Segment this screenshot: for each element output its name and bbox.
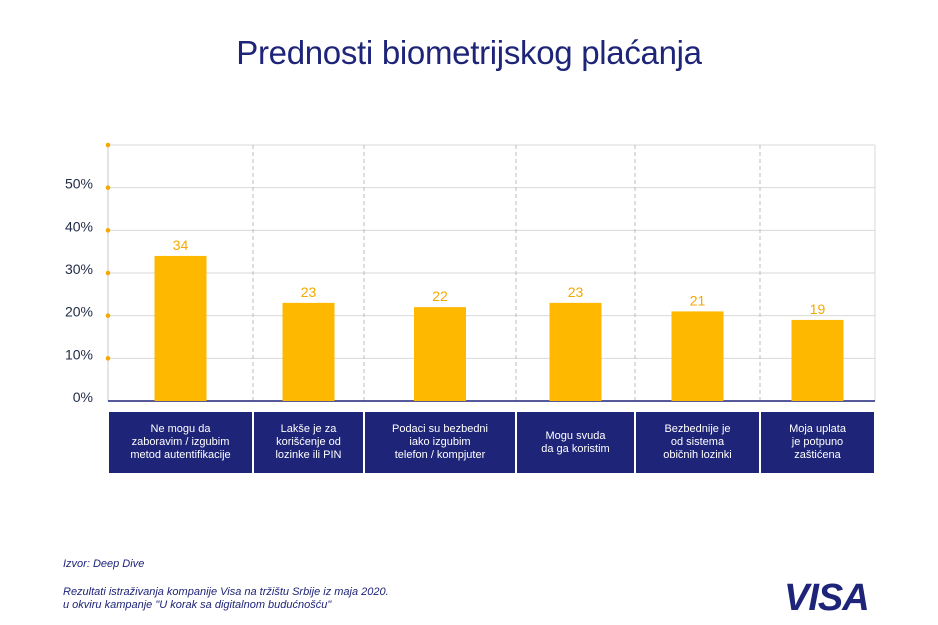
bar-value-label: 34	[173, 237, 189, 253]
category-box: Mogu svuda da ga koristim	[517, 412, 634, 473]
bar-value-label: 22	[432, 288, 448, 304]
chart-title: Prednosti biometrijskog plaćanja	[236, 34, 702, 71]
source-note: Izvor: Deep Dive	[63, 558, 145, 570]
bar-value-label: 23	[568, 284, 584, 300]
category-box: Ne mogu da zaboravim / izgubim metod aut…	[109, 412, 252, 473]
y-axis-dot	[105, 270, 111, 276]
y-axis-dot	[105, 142, 111, 148]
bar-value-label: 23	[301, 284, 317, 300]
category-label: Podaci su bezbedni iako izgubim telefon …	[391, 423, 488, 461]
y-axis-dot	[105, 356, 111, 361]
category-box: Lakše je za korišćenje od lozinke ili PI…	[254, 412, 363, 473]
bar	[414, 307, 466, 401]
category-label: Moja uplata je potpuno zaštićena	[789, 423, 846, 461]
category-box: Podaci su bezbedni iako izgubim telefon …	[365, 412, 515, 473]
y-tick-label: 50%	[65, 176, 93, 192]
bar	[154, 255, 207, 401]
category-label: Bezbednije je od sistema običnih lozinki	[663, 423, 732, 461]
y-tick-label: 40%	[65, 218, 93, 234]
y-axis-dot	[105, 228, 111, 233]
y-axis-dot	[105, 313, 111, 318]
y-tick-label: 20%	[65, 304, 93, 320]
y-tick-label: 30%	[65, 261, 93, 277]
category-label: Mogu svuda da ga koristim	[541, 429, 610, 455]
y-axis-dot	[105, 185, 111, 190]
bar	[671, 311, 724, 401]
y-tick-label: 0%	[73, 389, 93, 405]
survey-note: Rezultati istraživanja kompanije Visa na…	[63, 586, 389, 611]
category-label: Lakše je za korišćenje od lozinke ili PI…	[275, 423, 342, 461]
category-label: Ne mogu da zaboravim / izgubim metod aut…	[130, 423, 231, 461]
bar-value-label: 21	[690, 292, 706, 308]
category-box: Bezbednije je od sistema običnih lozinki	[636, 412, 759, 473]
y-tick-label: 10%	[65, 346, 93, 362]
bar-value-label: 19	[810, 301, 826, 317]
visa-logo: VISA	[784, 577, 870, 619]
bar	[282, 302, 335, 401]
category-box: Moja uplata je potpuno zaštićena	[761, 412, 874, 473]
bar	[549, 302, 602, 401]
bar	[791, 319, 844, 401]
